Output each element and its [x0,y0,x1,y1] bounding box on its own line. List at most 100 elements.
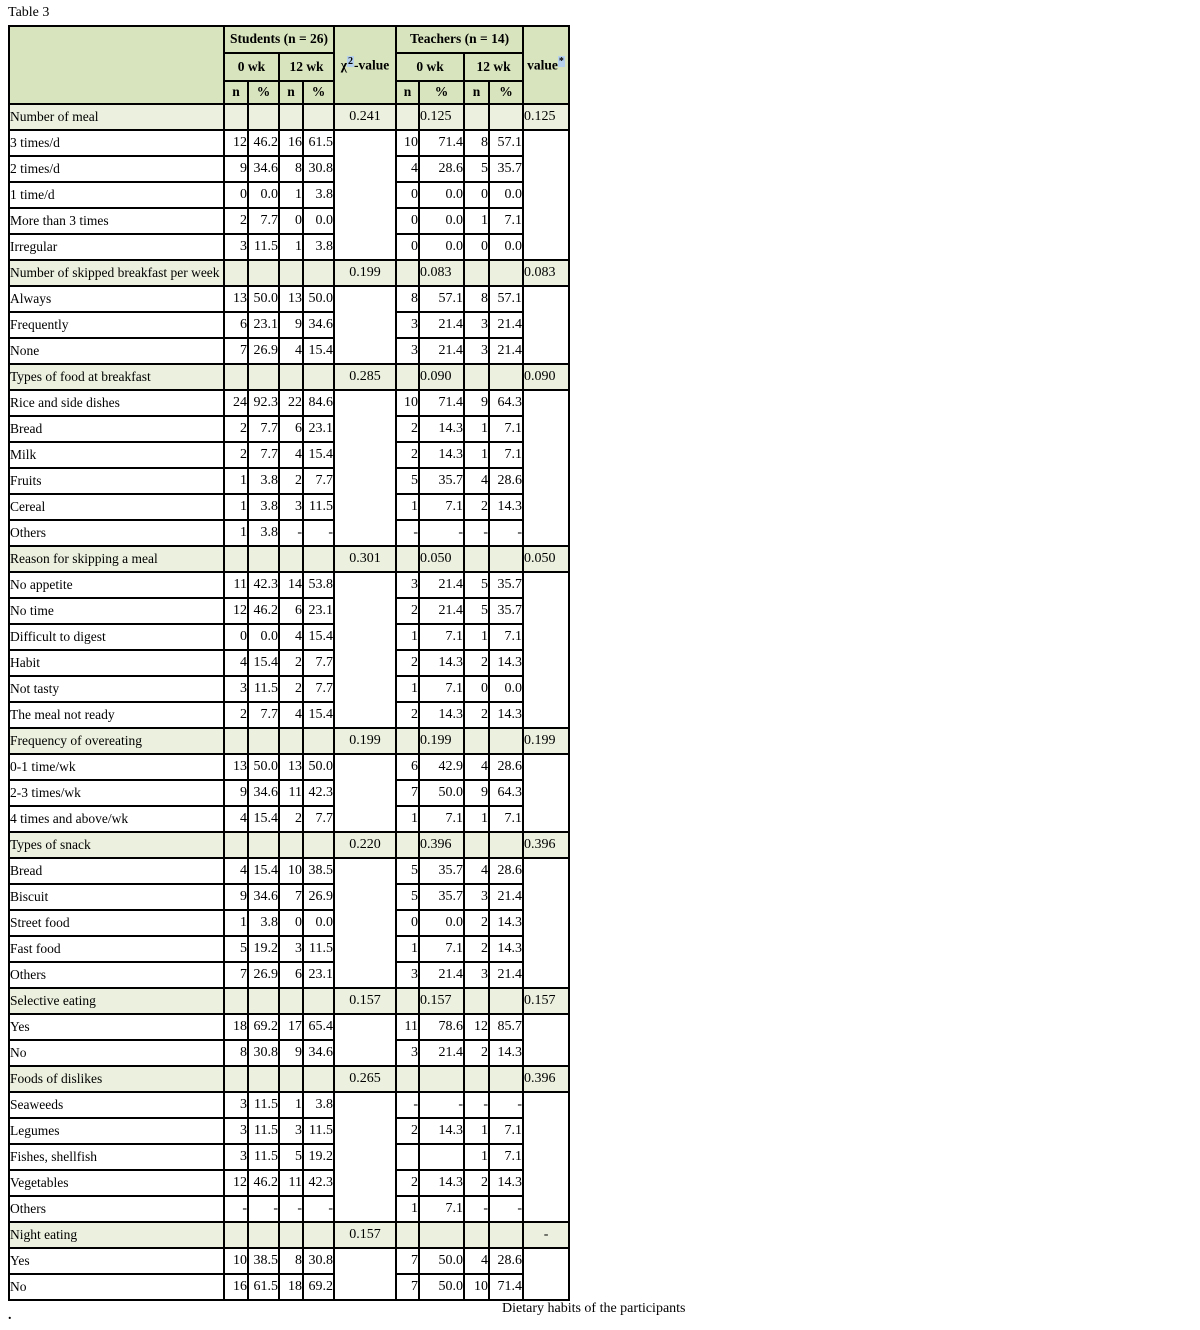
teacher-value-cell: 5 [463,571,491,599]
chi2-merged-cell [333,1013,398,1067]
student-value-cell: 65.4 [301,1013,336,1041]
teacher-value-cell: 2 [463,1039,491,1067]
teacher-value-cell: 14.3 [418,1169,466,1197]
section-empty-cell [395,831,421,859]
section-teacher-value: 0.125 [418,103,466,131]
data-row: Not tasty 3 11.5 2 7.7 1 7.1 0 0.0 [8,675,569,703]
chi-superscript: 2 [347,56,355,68]
student-value-cell: 4 [278,701,304,729]
teacher-value-cell: 7.1 [488,623,525,651]
student-value-cell: 7.7 [301,675,336,703]
row-label: Biscuit [8,883,225,911]
teacher-value-cell: 14.3 [488,649,525,677]
student-value-cell: 34.6 [247,883,280,911]
student-value-cell: 3 [278,1117,304,1145]
teacher-value-cell: 0 [463,675,491,703]
section-p-value: 0.157 [522,987,571,1015]
teacher-value-cell: 50.0 [418,1273,466,1301]
section-empty-cell [463,103,491,131]
teacher-value-cell: 0.0 [488,675,525,703]
student-value-cell: 1 [223,467,249,495]
teacher-value-cell: 1 [395,623,421,651]
data-row: Cereal 1 3.8 3 11.5 1 7.1 2 14.3 [8,493,569,521]
n-header: n [223,80,249,105]
teacher-value-cell: 0.0 [418,233,466,261]
teacher-value-cell: 10 [463,1273,491,1301]
data-row: 3 times/d 12 46.2 16 61.5 10 71.4 8 57.1 [8,129,571,261]
teacher-value-cell: 0.0 [418,181,466,209]
value-merged-cell [522,129,571,261]
section-empty-cell [301,103,336,131]
teacher-value-cell: 2 [463,649,491,677]
section-empty-cell [395,727,421,755]
row-label: Fruits [8,467,225,495]
student-value-cell: 3 [223,1117,249,1145]
section-empty-cell [395,363,421,391]
teacher-value-cell: 12 [463,1013,491,1041]
section-teacher-value [418,1221,466,1249]
data-row: Bread 2 7.7 6 23.1 2 14.3 1 7.1 [8,415,569,443]
row-label: 4 times and above/wk [8,805,225,833]
data-row: 1 time/d 0 0.0 1 3.8 0 0.0 0 0.0 [8,181,569,209]
teacher-value-cell: 21.4 [488,883,525,911]
student-value-cell: 1 [223,519,249,547]
teacher-value-cell: 8 [395,285,421,313]
student-value-cell: 10 [278,857,304,885]
student-value-cell: - [278,519,304,547]
student-value-cell: 69.2 [247,1013,280,1041]
footer-period: . [8,1308,12,1323]
teacher-value-cell: 14.3 [418,701,466,729]
value-merged-cell [522,389,571,547]
row-label: Cereal [8,493,225,521]
row-label: Frequently [8,311,225,339]
teacher-value-cell: 3 [395,311,421,339]
section-empty-cell [463,831,491,859]
student-value-cell: 16 [223,1273,249,1301]
teacher-value-cell: 2 [395,1169,421,1197]
teacher-value-cell: 71.4 [488,1273,525,1301]
category-column-header [8,25,225,105]
student-value-cell: 53.8 [301,571,336,599]
section-empty-cell [488,1065,525,1093]
teacher-value-cell: 7.1 [488,805,525,833]
section-row: Number of skipped breakfast per week 0.19… [8,259,571,287]
teacher-value-cell: 57.1 [488,129,525,157]
section-row: Types of food at breakfast 0.285 0.090 0.09… [8,363,571,391]
student-value-cell: 46.2 [247,1169,280,1197]
row-label: Not tasty [8,675,225,703]
student-value-cell: 15.4 [301,623,336,651]
section-label: Selective eating [8,987,225,1015]
teacher-value-cell: 14.3 [488,935,525,963]
student-value-cell: - [278,1195,304,1223]
teacher-value-cell: 71.4 [418,129,466,157]
teachers-12wk-header: 12 wk [463,52,525,82]
student-value-cell: 3.8 [247,493,280,521]
student-value-cell: 30.8 [301,1247,336,1275]
n-header: n [395,80,421,105]
student-value-cell: 23.1 [247,311,280,339]
value-merged-cell [522,571,571,729]
teacher-value-cell: 64.3 [488,389,525,417]
section-chi2-value: 0.157 [333,1221,398,1249]
student-value-cell: 34.6 [301,311,336,339]
data-row: 2 times/d 9 34.6 8 30.8 4 28.6 5 35.7 [8,155,569,183]
student-value-cell: 15.4 [247,805,280,833]
teacher-value-cell: 7.1 [418,675,466,703]
teacher-value-cell: 0 [395,181,421,209]
data-row: None 7 26.9 4 15.4 3 21.4 3 21.4 [8,337,569,365]
section-chi2-value: 0.199 [333,259,398,287]
section-empty-cell [278,1065,304,1093]
teacher-value-cell: 50.0 [418,1247,466,1275]
teacher-value-cell: 4 [463,857,491,885]
value-asterisk: * [557,56,565,68]
student-value-cell: 42.3 [301,1169,336,1197]
section-empty-cell [247,987,280,1015]
data-row: The meal not ready 2 7.7 4 15.4 2 14.3 2 14.3 [8,701,569,729]
student-value-cell: 2 [278,467,304,495]
data-row: Others - - - -1 7.1- - [8,1195,569,1223]
chi2-merged-cell [333,1247,398,1301]
student-value-cell: 13 [278,285,304,313]
student-value-cell: 0.0 [247,623,280,651]
student-value-cell: 6 [278,415,304,443]
data-row: Others 7 26.9 6 23.1 3 21.4 3 21.4 [8,961,569,989]
